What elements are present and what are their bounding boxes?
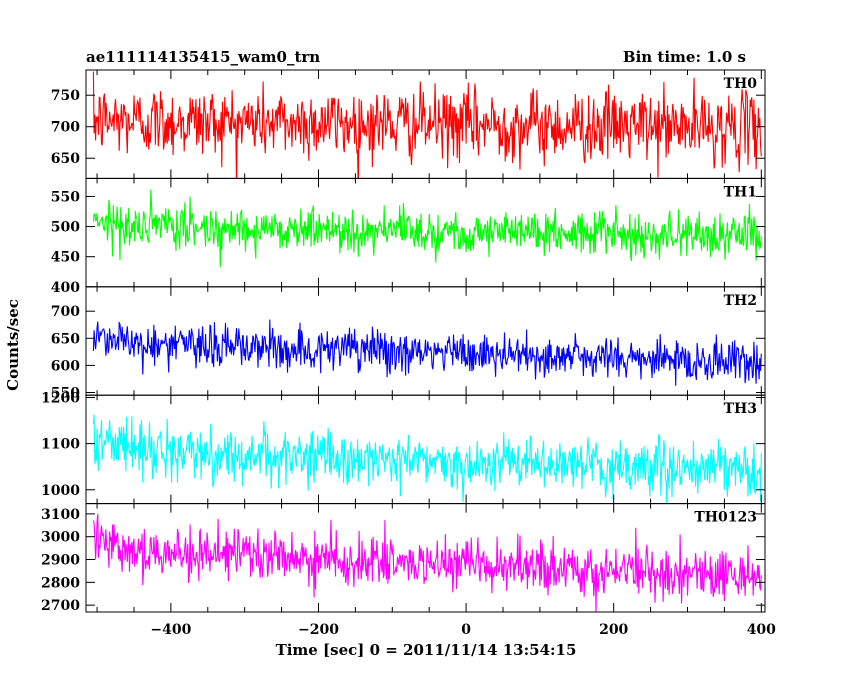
y-tick-label-th2: 650: [51, 331, 80, 347]
series-line-th3: [92, 414, 762, 504]
figure-title: ae111114135415_wam0_trn: [86, 48, 320, 66]
x-axis-label: Time [sec] 0 = 2011/11/14 13:54:15: [276, 641, 577, 659]
y-tick-label-th0: 700: [51, 120, 80, 136]
x-tick-label: −200: [298, 622, 339, 638]
y-tick-label-th1: 450: [51, 250, 80, 266]
y-tick-label-th3: 1200: [41, 391, 80, 407]
panel-th1: 400 450 500 550 TH1: [51, 177, 766, 296]
y-tick-label-th3: 1000: [41, 483, 80, 499]
series-line-th1: [92, 189, 762, 268]
y-tick-label-th0: 750: [51, 88, 80, 104]
y-tick-label-th3: 1100: [41, 437, 80, 453]
panel-th0123: 2700 2800 2900 3000 3100 TH0123: [41, 503, 766, 614]
y-tick-label-th2: 700: [51, 304, 80, 320]
panel-label-th0: TH0: [724, 76, 758, 92]
x-tick-label: −400: [150, 622, 191, 638]
y-tick-label-th0123: 2900: [41, 553, 80, 569]
panel-label-th1: TH1: [724, 184, 757, 200]
series-line-th0123: [92, 513, 762, 613]
series-line-th0: [92, 71, 762, 179]
y-tick-label-th2: 550: [51, 385, 80, 401]
y-tick-label-th1: 500: [51, 220, 80, 236]
x-axis: −400 −200 0 200 400: [150, 622, 776, 638]
y-tick-label-th0123: 3000: [41, 530, 80, 546]
panel-label-th0123: TH0123: [694, 510, 757, 526]
x-tick-label: 0: [461, 622, 471, 638]
x-tick-label: 400: [747, 622, 776, 638]
y-tick-label-th0: 650: [51, 151, 80, 167]
panel-th2: 550 600 650 700 TH2: [51, 286, 766, 401]
y-axis-label: Counts/sec: [4, 299, 22, 391]
y-tick-label-th1: 400: [51, 280, 80, 296]
panel-th3: 1000 1100 1200 TH3: [41, 391, 766, 505]
series-line-th2: [92, 319, 762, 386]
panel-frame-th0123: [85, 503, 766, 613]
x-tick-label: 200: [599, 622, 628, 638]
bin-time-label: Bin time: 1.0 s: [623, 48, 746, 66]
y-tick-label-th0123: 2700: [41, 598, 80, 614]
y-tick-label-th1: 550: [51, 189, 80, 205]
y-tick-label-th2: 600: [51, 358, 80, 374]
y-tick-label-th0123: 3100: [41, 507, 80, 523]
panel-label-th3: TH3: [724, 401, 757, 417]
panel-label-th2: TH2: [724, 293, 757, 309]
y-tick-label-th0123: 2800: [41, 575, 80, 591]
panels-group: 650 700 750 TH0 400 450 500 550 TH1 550 600 650 700 T…: [41, 69, 766, 614]
